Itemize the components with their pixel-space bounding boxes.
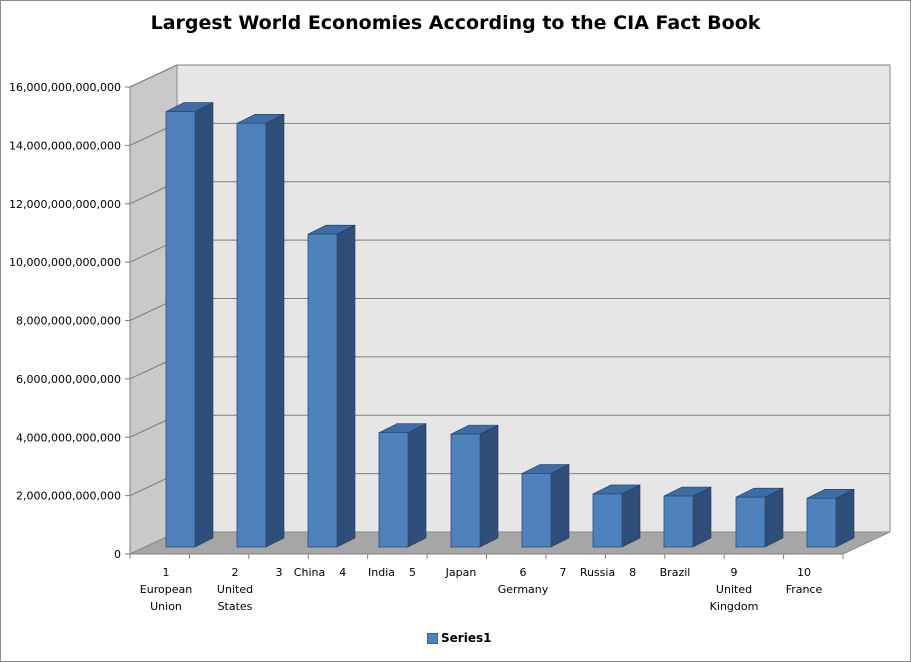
legend: Series1 (427, 631, 491, 645)
y-tick-label: 14,000,000,000,000 (9, 139, 121, 152)
x-category-label-line: United (716, 583, 752, 596)
bar (307, 224, 356, 548)
bar-front (307, 233, 338, 548)
x-category-label-line: Japan (445, 566, 477, 579)
bar-side (194, 102, 214, 548)
y-tick-label: 16,000,000,000,000 (9, 81, 121, 94)
y-tick-label: 6,000,000,000,000 (16, 373, 121, 386)
x-category-label: 2 United States (217, 566, 253, 613)
bar-front (521, 473, 552, 548)
bar-side (764, 487, 784, 548)
bar (806, 488, 855, 548)
y-axis-ticks: 0 2,000,000,000,000 4,000,000,000,000 6,000… (9, 81, 131, 561)
bar-side (692, 486, 712, 548)
x-category-label-line: United (217, 583, 253, 596)
bar-front (735, 496, 766, 548)
x-category-label-line: 1 (163, 566, 170, 579)
bars (165, 102, 855, 548)
bar (735, 487, 784, 548)
x-category-label-line: Germany (498, 583, 549, 596)
x-category-label-line: Kingdom (710, 600, 759, 613)
y-tick-label: 2,000,000,000,000 (16, 490, 121, 503)
x-category-label: Russia 8 (580, 566, 636, 579)
x-category-label: 10 France (786, 566, 823, 596)
bar-side (621, 484, 641, 548)
gridline-side (129, 64, 178, 88)
x-category-label-line: European (140, 583, 192, 596)
bar-front (378, 432, 409, 548)
x-category-label: 1 European Union (140, 566, 192, 613)
x-category-label-line: France (786, 583, 823, 596)
bar (450, 424, 499, 548)
gridlines (129, 64, 890, 497)
bar-front (450, 433, 481, 548)
bar (236, 113, 285, 548)
bar-front (165, 111, 196, 548)
bar (521, 464, 570, 548)
chart-title: Largest World Economies According to the… (150, 12, 761, 34)
x-category-label-line: China 4 (294, 566, 346, 579)
x-axis (129, 553, 844, 559)
x-category-label: 6 Germany (498, 566, 549, 596)
x-category-label-line: 2 (232, 566, 239, 579)
bar-front (236, 122, 267, 548)
y-tick-label: 4,000,000,000,000 (16, 431, 121, 444)
bar-front (592, 493, 623, 548)
bar-front (806, 497, 837, 548)
x-category-label-line: 10 (797, 566, 811, 579)
y-tick-label: 0 (114, 548, 121, 561)
bar-side (479, 424, 499, 548)
y-tick-label: 10,000,000,000,000 (9, 256, 121, 269)
x-category-label: 7 (560, 566, 567, 579)
bar (378, 423, 427, 548)
bar-front (663, 495, 694, 548)
bar (663, 486, 712, 548)
x-category-label: India 5 (368, 566, 416, 579)
bar-side (550, 464, 570, 548)
bar-side (336, 224, 356, 548)
legend-swatch (427, 632, 438, 644)
x-category-label-line: Union (150, 600, 182, 613)
x-category-label: Japan (445, 566, 477, 579)
x-category-label-line: Russia 8 (580, 566, 636, 579)
x-category-label-line: States (218, 600, 253, 613)
bar (165, 102, 214, 548)
x-category-label: Brazil (660, 566, 691, 579)
x-category-label-line: 6 (520, 566, 527, 579)
x-category-label-line: 3 (276, 566, 283, 579)
x-category-label: 9 United Kingdom (710, 566, 759, 613)
y-tick-label: 12,000,000,000,000 (9, 198, 121, 211)
x-axis-labels: 1 European Union 2 United States 3 China 4 India… (140, 566, 823, 613)
x-category-label-line: Brazil (660, 566, 691, 579)
y-tick-label: 8,000,000,000,000 (16, 315, 121, 328)
legend-label: Series1 (441, 631, 492, 645)
bar (592, 484, 641, 548)
x-category-label-line: 7 (560, 566, 567, 579)
bar-side (265, 113, 285, 548)
x-category-label-line: India 5 (368, 566, 416, 579)
bar-side (407, 423, 427, 548)
x-category-label: 3 (276, 566, 283, 579)
bar-side (835, 488, 855, 548)
x-category-label: China 4 (294, 566, 346, 579)
x-category-label-line: 9 (731, 566, 738, 579)
